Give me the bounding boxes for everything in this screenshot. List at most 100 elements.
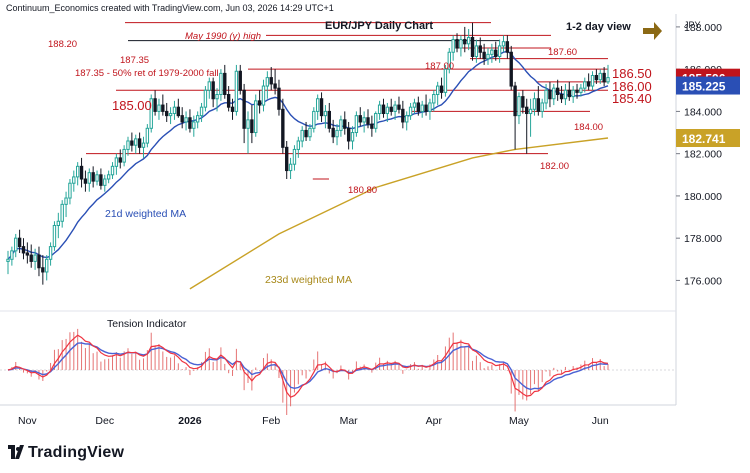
chart-credit: Continuum_Economics created with Trading… xyxy=(6,3,334,13)
candle xyxy=(420,100,424,118)
candle-body xyxy=(226,94,231,108)
candle-body xyxy=(509,51,513,87)
candle-body xyxy=(10,250,14,260)
candle xyxy=(60,200,64,228)
candle-body xyxy=(393,104,397,112)
candle xyxy=(14,233,18,258)
candle-body xyxy=(56,220,61,226)
candle xyxy=(223,64,227,99)
candle xyxy=(99,168,103,190)
candle-body xyxy=(95,174,99,182)
candle-body xyxy=(521,96,525,108)
candle xyxy=(598,69,602,84)
candle-body xyxy=(319,98,324,117)
candle xyxy=(486,48,490,65)
candle xyxy=(509,45,513,91)
candle-body xyxy=(494,49,498,57)
candle-body xyxy=(408,106,413,117)
candle xyxy=(56,212,61,239)
candle-body xyxy=(490,49,494,55)
y-tick-label: 178.000 xyxy=(684,233,722,245)
tradingview-mark-icon xyxy=(8,445,24,459)
candle-body xyxy=(466,36,471,45)
candle-body xyxy=(254,100,258,134)
candle-body xyxy=(83,178,88,184)
candle xyxy=(401,100,405,129)
candle xyxy=(381,98,386,118)
candle-body xyxy=(474,45,479,57)
level-label: 185.40 xyxy=(612,91,652,106)
candle-body xyxy=(563,89,568,100)
candle xyxy=(393,100,397,120)
candle-body xyxy=(606,77,610,83)
candle-body xyxy=(362,117,366,123)
candle-body xyxy=(17,237,22,248)
candle xyxy=(579,83,583,97)
level-label: 187.60 xyxy=(548,47,577,58)
candle xyxy=(292,145,297,171)
candle-body xyxy=(141,142,146,148)
candle-body xyxy=(68,182,72,199)
level-label: 188.20 xyxy=(48,39,77,50)
candle xyxy=(230,98,235,120)
candle xyxy=(296,136,301,158)
candle-body xyxy=(350,132,355,142)
candle-body xyxy=(188,117,192,129)
candle-body xyxy=(428,102,432,112)
candle-body xyxy=(540,102,544,112)
candle xyxy=(494,41,498,61)
candle xyxy=(606,64,610,84)
candle xyxy=(470,22,475,61)
candle xyxy=(188,109,192,133)
candle-body xyxy=(219,72,223,96)
candle-body xyxy=(149,98,153,129)
candle-body xyxy=(513,85,517,117)
candle xyxy=(153,90,157,116)
candle-body xyxy=(33,254,37,262)
candle-body xyxy=(366,117,370,125)
candle-body xyxy=(405,115,409,123)
level-label: 187.35 xyxy=(120,55,149,66)
candle xyxy=(149,94,153,133)
candle-body xyxy=(335,129,339,138)
candle-body xyxy=(354,115,359,134)
candle-body xyxy=(525,106,529,115)
candle xyxy=(327,102,331,133)
x-tick-label: Feb xyxy=(262,415,280,427)
candle xyxy=(110,162,115,180)
candle-body xyxy=(374,113,378,129)
chart-title: EUR/JPY Daily Chart xyxy=(325,20,434,32)
candle xyxy=(586,73,591,91)
x-tick-label: 2026 xyxy=(178,415,202,427)
candle xyxy=(37,246,41,277)
candle-body xyxy=(223,72,227,96)
tradingview-logo[interactable]: TradingView xyxy=(8,444,124,462)
candle-body xyxy=(590,74,595,87)
candle xyxy=(358,107,362,127)
candle-body xyxy=(157,104,161,112)
ma21-label: 21d weighted MA xyxy=(105,208,186,220)
candle xyxy=(203,86,208,112)
candle xyxy=(238,64,242,95)
candle xyxy=(350,126,355,150)
candle-body xyxy=(168,113,173,117)
candle-body xyxy=(203,89,208,108)
candle xyxy=(428,98,432,120)
candle-body xyxy=(552,87,556,100)
candle xyxy=(304,121,308,141)
candle-body xyxy=(575,89,579,93)
candle xyxy=(447,48,451,74)
candle-body xyxy=(300,129,304,142)
candle-body xyxy=(308,127,312,138)
candle-body xyxy=(234,70,239,112)
candle-body xyxy=(323,110,328,117)
price-badge-label: 185.225 xyxy=(682,80,726,94)
candle-body xyxy=(343,119,347,129)
level-label: 182.00 xyxy=(540,161,569,172)
level-label: 187.35 - 50% ret of 1979-2000 fall xyxy=(75,68,219,79)
candle xyxy=(52,221,57,251)
candle-body xyxy=(370,123,374,129)
candle xyxy=(478,37,482,59)
candle xyxy=(17,229,22,253)
candle xyxy=(6,250,10,275)
